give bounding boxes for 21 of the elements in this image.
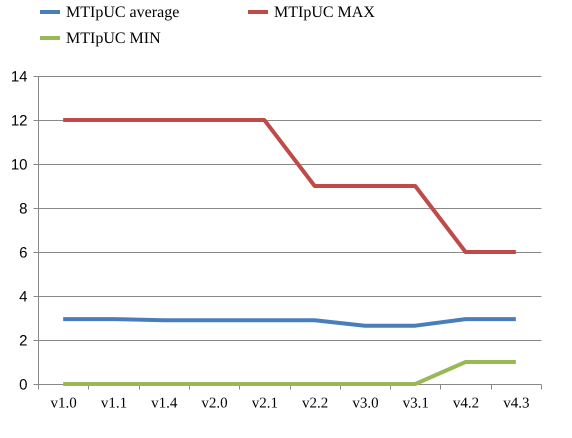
x-tick-label: v2.2 — [302, 396, 328, 412]
y-tick-label: 14 — [10, 68, 28, 86]
x-tick-label: v3.1 — [402, 396, 429, 412]
legend-label: MTIpUC MAX — [274, 4, 376, 21]
x-tick-label: v4.2 — [452, 396, 480, 412]
y-tick-label: 4 — [19, 288, 28, 306]
y-tick-label: 6 — [19, 244, 28, 262]
x-tick-label: v2.0 — [201, 396, 228, 412]
y-tick-label: 2 — [19, 332, 28, 350]
y-tick-label: 0 — [19, 376, 28, 394]
legend-label: MTIpUC average — [66, 4, 180, 21]
y-tick-label: 10 — [10, 156, 28, 174]
x-tick-label: v1.1 — [100, 396, 128, 412]
x-tick-label: v1.0 — [50, 396, 77, 412]
x-tick-label: v1.4 — [151, 396, 178, 412]
x-tick-label: v2.1 — [252, 396, 278, 412]
y-tick-label: 8 — [19, 200, 28, 218]
legend-label: MTIpUC MIN — [66, 30, 162, 47]
x-tick-label: v4.3 — [503, 396, 530, 412]
x-tick-label: v3.0 — [352, 396, 379, 412]
y-tick-label: 12 — [10, 112, 28, 130]
